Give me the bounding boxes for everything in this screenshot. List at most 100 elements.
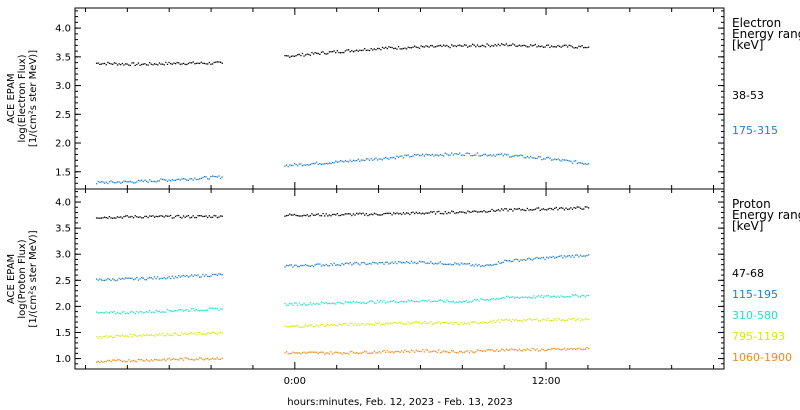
data-point: [449, 212, 451, 214]
data-point: [378, 350, 380, 353]
data-point: [168, 215, 170, 217]
data-point: [510, 260, 512, 263]
data-point: [463, 154, 466, 157]
data-point: [381, 159, 384, 161]
data-point: [285, 55, 288, 57]
data-point: [158, 215, 161, 217]
data-point: [324, 163, 326, 165]
data-point: [221, 332, 223, 334]
data-point: [142, 312, 144, 314]
data-point: [357, 323, 359, 325]
data-point: [316, 213, 318, 216]
data-point: [442, 350, 445, 352]
data-point: [160, 277, 162, 280]
data-point: [468, 301, 471, 303]
data-point: [215, 273, 217, 276]
data-point: [468, 211, 471, 213]
data-point: [491, 349, 493, 351]
data-point: [362, 323, 364, 325]
data-point: [173, 217, 175, 219]
data-point: [293, 213, 296, 216]
data-point: [120, 182, 122, 184]
data-point: [541, 294, 543, 297]
data-point: [587, 294, 590, 297]
data-point: [513, 319, 516, 321]
data-point: [447, 263, 450, 265]
data-point: [145, 311, 148, 313]
data-point: [489, 154, 491, 156]
data-point: [459, 211, 461, 213]
data-point: [360, 302, 363, 304]
data-point: [534, 318, 537, 321]
data-point: [360, 352, 363, 354]
data-point: [300, 353, 302, 355]
data-point: [103, 335, 106, 338]
data-point: [120, 359, 122, 362]
data-point: [422, 153, 424, 155]
data-point: [397, 213, 400, 215]
data-point: [471, 300, 474, 302]
data-point: [520, 349, 522, 352]
data-point: [436, 211, 438, 213]
data-point: [584, 255, 586, 257]
data-point: [293, 302, 296, 304]
data-point: [297, 54, 299, 56]
data-point: [433, 322, 435, 325]
data-point: [468, 263, 471, 265]
data-point: [431, 262, 434, 264]
data-point: [446, 351, 448, 353]
data-point: [285, 164, 288, 166]
data-point: [554, 158, 556, 160]
data-point: [174, 63, 177, 65]
data-point: [512, 260, 514, 263]
data-point: [528, 209, 530, 211]
data-point: [115, 360, 117, 362]
data-point: [197, 215, 199, 217]
data-point: [367, 263, 369, 265]
data-point: [287, 353, 289, 355]
data-point: [211, 273, 214, 276]
data-point: [129, 216, 132, 218]
data-point: [290, 214, 292, 216]
data-point: [336, 351, 338, 353]
data-point: [312, 325, 315, 328]
data-point: [311, 213, 313, 215]
data-point: [163, 64, 165, 66]
data-point: [521, 154, 524, 157]
data-point: [123, 335, 125, 337]
data-point: [566, 46, 569, 48]
data-point: [100, 337, 103, 339]
data-point: [372, 324, 374, 326]
data-point: [481, 298, 483, 301]
data-point: [494, 298, 496, 301]
data-point: [480, 45, 482, 48]
data-point: [134, 64, 136, 67]
data-point: [476, 349, 479, 351]
data-point: [533, 318, 535, 321]
data-point: [341, 302, 343, 305]
data-point: [412, 349, 414, 352]
data-point: [576, 254, 578, 256]
data-point: [338, 323, 340, 325]
data-point: [136, 276, 138, 279]
data-point: [341, 324, 343, 326]
data-point: [325, 162, 327, 164]
data-point: [184, 63, 186, 66]
data-point: [176, 61, 178, 64]
data-point: [476, 44, 479, 46]
data-point: [211, 357, 214, 360]
data-point: [349, 351, 351, 353]
data-point: [428, 322, 430, 324]
data-point: [484, 322, 487, 324]
data-point: [380, 214, 382, 216]
data-point: [375, 49, 377, 51]
data-point: [385, 46, 387, 49]
data-point: [558, 318, 561, 320]
data-point: [132, 182, 135, 184]
data-point: [144, 279, 146, 281]
data-point: [343, 323, 345, 325]
data-point: [505, 295, 508, 297]
data-point: [372, 49, 374, 51]
data-point: [505, 318, 508, 320]
data-point: [542, 296, 545, 299]
